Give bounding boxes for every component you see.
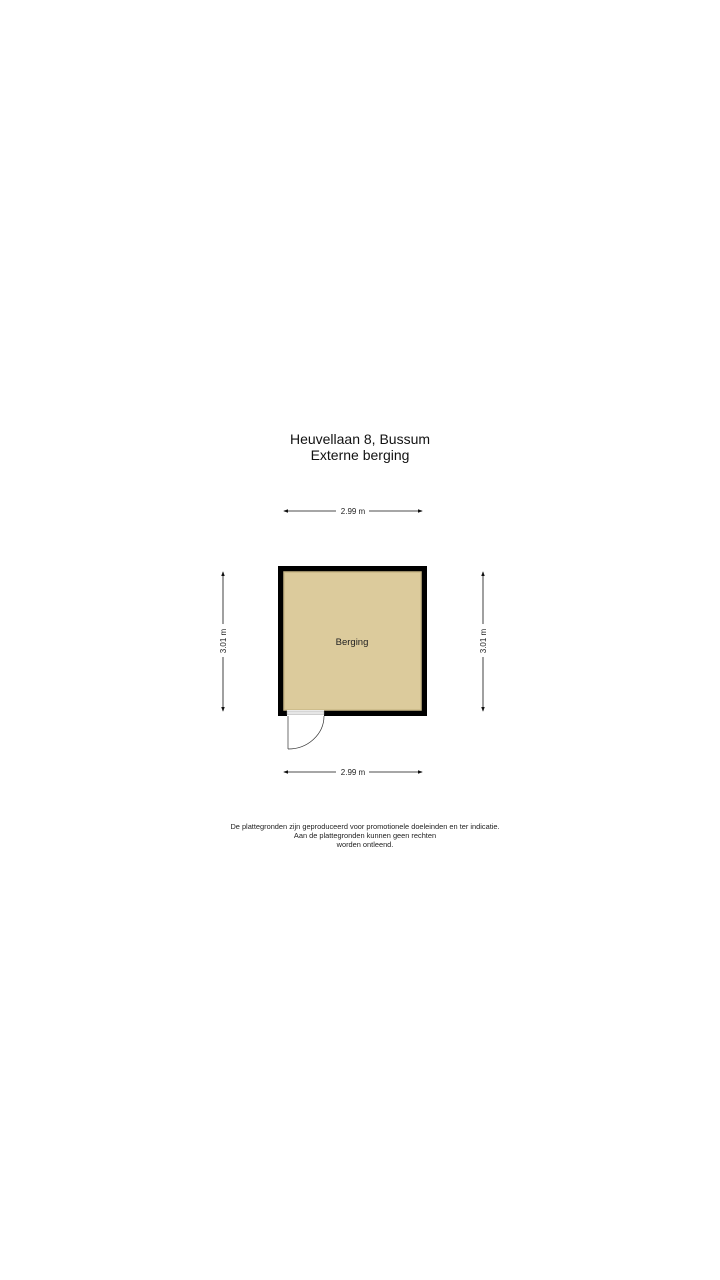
door — [287, 715, 325, 750]
address-title: Heuvellaan 8, Bussum — [289, 431, 431, 447]
dimension-bottom-label: 2.99 m — [341, 768, 366, 777]
disclaimer-line-3: worden ontleend. — [336, 840, 394, 849]
dimension-right: 3.01 m — [479, 571, 488, 712]
dimension-right-label: 3.01 m — [479, 628, 488, 653]
dimension-top: 2.99 m — [283, 507, 423, 516]
dimension-bottom: 2.99 m — [283, 768, 423, 777]
disclaimer-line-1: De plattegronden zijn geproduceerd voor … — [230, 822, 500, 831]
room-berging — [283, 571, 422, 711]
floorplan-subtitle: Externe berging — [310, 447, 410, 463]
room-label: Berging — [336, 637, 369, 648]
dimension-left-label: 3.01 m — [219, 628, 228, 653]
dimension-top-label: 2.99 m — [341, 507, 366, 516]
dimension-left: 3.01 m — [219, 571, 228, 712]
disclaimer-line-2: Aan de plattegronden kunnen geen rechten — [293, 831, 437, 840]
